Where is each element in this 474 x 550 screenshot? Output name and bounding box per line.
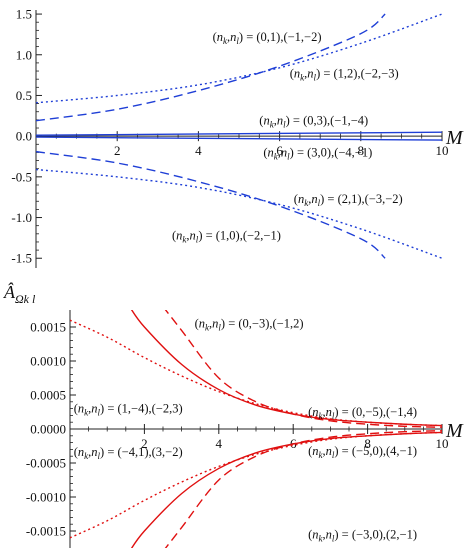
y-tick-label: -0.5 [11,169,32,184]
curve-annotation: (nk,nl) = (1,2),(−2,−3) [290,66,399,82]
x-tick-label: 4 [216,436,223,451]
y-tick-label: 0.5 [16,88,32,103]
x-axis-label: M [445,127,464,149]
panel-1: -1.5 -1.0 -0.5 0.0 0.5 1.0 1.5 2 4 6 8 10M (nk,nl) =… [11,7,464,268]
series-line-4 [36,136,442,141]
curve-annotation: (nk,nl) = (−4,1),(3,−2) [74,445,183,461]
series-line-2 [164,310,442,428]
y-tick-label: -1.0 [11,210,32,225]
series-line-6 [70,431,442,539]
y-tick-label: 0.0005 [30,388,66,403]
series-line-1 [36,13,386,122]
y-axis-label: ÂΩk l [3,281,36,306]
curve-annotation: (nk,nl) = (−5,0),(4,−1) [308,444,417,460]
series-line-3 [70,319,442,427]
panel-2: -0.0015 -0.0010 -0.0005 0.0000 0.0005 0.0010 0… [3,281,464,548]
curve-annotation: (nk,nl) = (2,1),(−3,−2) [294,192,403,208]
curve-annotation: (nk,nl) = (1,0),(−2,−1) [172,228,281,244]
x-tick-label: 4 [195,143,202,158]
y-tick-label: -0.0015 [26,524,66,539]
y-tick-label: 0.0 [16,129,32,144]
curve-annotation: (nk,nl) = (0,−5),(−1,4) [308,405,417,421]
curve-annotation: (nk,nl) = (−3,0),(2,−1) [308,527,417,543]
series-line-5 [164,430,442,548]
y-tick-label: -0.0010 [26,490,66,505]
curve-annotation: (nk,nl) = (0,−3),(−1,2) [195,317,304,333]
y-tick-label: 1.0 [16,47,32,62]
x-axis-label: M [445,420,464,442]
curve-annotation: (nk,nl) = (0,3),(−1,−4) [259,114,368,130]
y-tick-label: 0.0000 [30,422,66,437]
y-tick-label: -1.5 [11,251,32,266]
y-tick-label: 1.5 [16,7,32,22]
curve-annotation: (nk,nl) = (1,−4),(−2,3) [74,402,183,418]
series-line-2 [36,13,442,104]
y-tick-label: -0.0005 [26,456,66,471]
x-tick-label: 10 [436,143,449,158]
series-line-6 [36,168,442,259]
x-tick-label: 2 [114,143,121,158]
x-tick-label: 6 [276,143,283,158]
series-line-3 [36,131,442,136]
x-tick-label: 8 [364,436,371,451]
series-line-5 [36,150,386,259]
x-tick-label: 2 [141,436,148,451]
x-tick-label: 10 [436,436,449,451]
y-tick-label: 0.0010 [30,354,66,369]
curve-annotation: (nk,nl) = (3,0),(−4,−1) [263,145,372,161]
y-tick-label: 0.0015 [30,320,66,335]
curve-annotation: (nk,nl) = (0,1),(−1,−2) [213,30,322,46]
x-tick-label: 8 [358,143,365,158]
